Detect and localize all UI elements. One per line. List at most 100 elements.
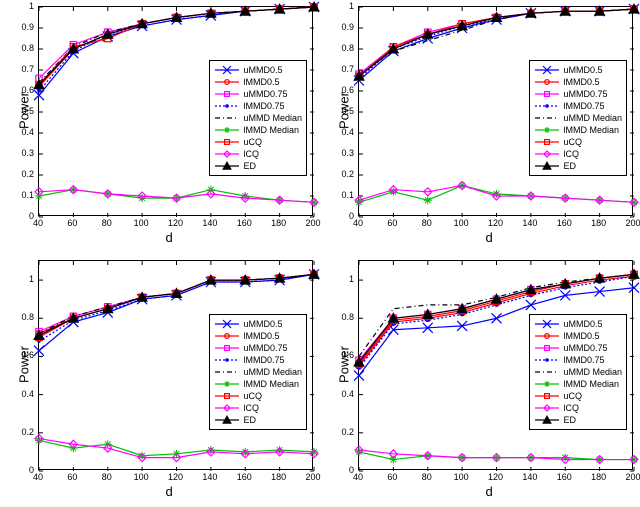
legend-swatch [534,136,560,148]
legend-item: lMMD0.5 [534,330,622,342]
legend-label: lMMD0.5 [563,76,599,88]
ytick-label: 0.2 [330,427,354,437]
xtick-label: 60 [387,218,397,228]
legend-item: uMMD Median [534,366,622,378]
legend-item: uCQ [534,390,622,402]
legend-swatch [534,378,560,390]
xtick-label: 160 [237,218,252,228]
legend-label: lMMD0.75 [243,354,284,366]
legend-swatch [214,136,240,148]
legend-label: uMMD Median [243,366,302,378]
legend-label: lMMD0.75 [563,100,604,112]
ytick-label: 0.1 [10,190,34,200]
legend-label: lMMD Median [243,124,299,136]
xtick-label: 80 [422,472,432,482]
legend-item: lMMD Median [534,378,622,390]
legend-item: ED [534,414,622,426]
legend-item: lMMD Median [214,124,302,136]
xtick-label: 100 [454,472,469,482]
legend-item: lMMD0.5 [214,76,302,88]
legend-label: uMMD0.75 [243,342,287,354]
legend-swatch [214,148,240,160]
legend-swatch [534,112,560,124]
legend-item: lMMD0.75 [214,100,302,112]
ytick-label: 0.7 [10,64,34,74]
xtick-label: 120 [168,472,183,482]
legend-label: lMMD0.75 [243,100,284,112]
legend-item: lCQ [534,148,622,160]
legend-swatch [534,76,560,88]
legend-item: uMMD Median [214,366,302,378]
legend-swatch [214,354,240,366]
xtick-label: 120 [488,218,503,228]
legend-swatch [534,354,560,366]
ytick-label: 0 [10,465,34,475]
legend-label: ED [563,414,576,426]
legend-item: uCQ [534,136,622,148]
xtick-label: 100 [134,472,149,482]
xtick-label: 80 [102,472,112,482]
ytick-label: 1 [330,274,354,284]
xtick-label: 80 [102,218,112,228]
legend: uMMD0.5lMMD0.5uMMD0.75lMMD0.75uMMD Media… [529,314,627,430]
chart-panel-bottom-right: 40608010012014016018020000.20.40.60.81dP… [358,260,633,470]
xtick-label: 180 [271,218,286,228]
legend-item: lMMD0.5 [214,330,302,342]
ytick-label: 0 [330,211,354,221]
x-axis-label: d [166,484,173,499]
ytick-label: 0.3 [330,148,354,158]
xtick-label: 200 [625,218,640,228]
legend-label: uCQ [243,390,262,402]
legend-label: uMMD0.75 [563,342,607,354]
ytick-label: 0.2 [10,169,34,179]
legend-item: uMMD0.5 [534,64,622,76]
legend-swatch [214,112,240,124]
legend-item: uMMD Median [214,112,302,124]
xtick-label: 140 [202,472,217,482]
ytick-label: 0 [10,211,34,221]
xtick-label: 60 [387,472,397,482]
xtick-label: 60 [67,218,77,228]
legend-swatch [534,124,560,136]
y-axis-label: Power [337,91,352,131]
legend-label: lMMD0.5 [563,330,599,342]
legend-item: lMMD0.75 [534,354,622,366]
legend-swatch [534,366,560,378]
legend-swatch [214,160,240,172]
xtick-label: 200 [625,472,640,482]
xtick-label: 40 [33,472,43,482]
legend-item: lMMD0.75 [214,354,302,366]
y-axis-label: Power [17,91,32,131]
legend-swatch [214,100,240,112]
legend-label: uMMD0.75 [243,88,287,100]
legend-item: uMMD0.75 [534,342,622,354]
legend-swatch [534,390,560,402]
xtick-label: 160 [557,472,572,482]
legend-swatch [534,160,560,172]
legend-label: uMMD0.75 [563,88,607,100]
legend-item: lCQ [534,402,622,414]
ytick-label: 0.4 [330,389,354,399]
legend-item: lCQ [214,402,302,414]
legend-swatch [534,414,560,426]
legend-label: uMMD0.5 [563,318,602,330]
legend-label: uMMD Median [243,112,302,124]
ytick-label: 0.8 [330,312,354,322]
legend-swatch [534,330,560,342]
xtick-label: 100 [134,218,149,228]
chart-panel-top-left: 40608010012014016018020000.10.20.30.40.5… [38,6,313,216]
legend: uMMD0.5lMMD0.5uMMD0.75lMMD0.75uMMD Media… [209,60,307,176]
ytick-label: 0.9 [330,22,354,32]
legend-swatch [534,148,560,160]
ytick-label: 0.8 [10,43,34,53]
xtick-label: 40 [353,472,363,482]
legend-item: uMMD0.5 [214,318,302,330]
legend-swatch [214,124,240,136]
legend-swatch [214,378,240,390]
legend-label: lMMD Median [563,378,619,390]
ytick-label: 0.9 [10,22,34,32]
legend-label: uMMD0.5 [243,318,282,330]
xtick-label: 160 [557,218,572,228]
x-axis-label: d [166,230,173,245]
legend-swatch [214,414,240,426]
